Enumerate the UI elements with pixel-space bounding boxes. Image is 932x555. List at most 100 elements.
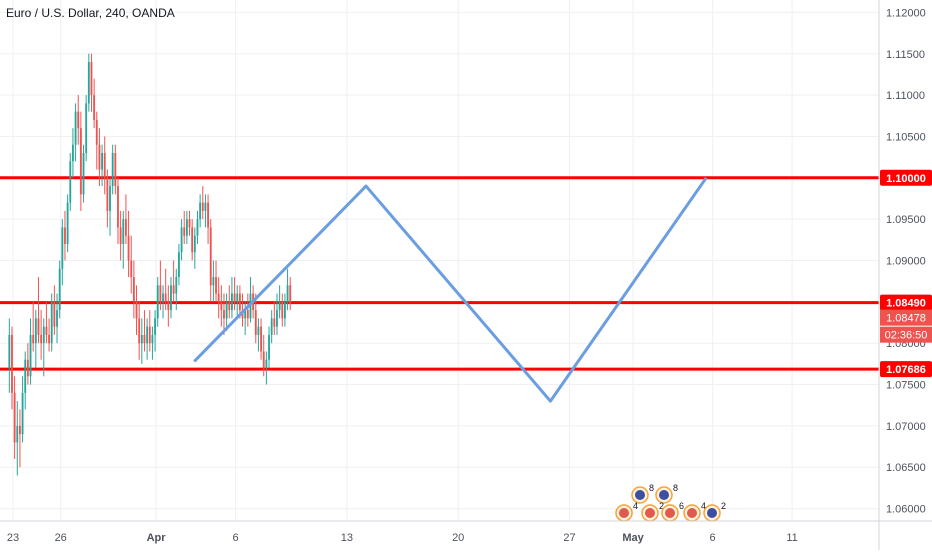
event-count-label: 2 [721, 501, 726, 511]
candle-body [230, 293, 233, 311]
candle-body [66, 202, 69, 244]
time-tick-label: 27 [563, 532, 575, 544]
price-tick-label: 1.11000 [886, 90, 925, 102]
candle-body [48, 334, 51, 344]
candle-body [270, 318, 273, 335]
chart-title: Euro / U.S. Dollar, 240, OANDA [6, 6, 175, 20]
candle-body [37, 318, 40, 335]
countdown-tag [880, 326, 932, 343]
candle-body [138, 318, 141, 344]
candle-body [180, 227, 183, 253]
candle-body [191, 227, 194, 253]
event-count-label: 8 [649, 483, 654, 493]
candle-body [109, 186, 111, 211]
time-tick-label: May [622, 532, 644, 544]
event-count-label: 2 [659, 501, 664, 511]
candle-body [172, 285, 175, 294]
candle-body [135, 301, 138, 319]
candle-body [223, 310, 225, 319]
candle-body [93, 95, 96, 120]
time-axis[interactable]: 23 26 Apr 6 13 20 27 May 6 11 [7, 532, 798, 544]
candle-body [260, 326, 263, 352]
candle-body [193, 235, 196, 253]
candle-body [283, 301, 286, 319]
price-tick-label: 1.07000 [886, 421, 926, 433]
flag-inner-icon [619, 508, 629, 518]
level-price-tag [880, 169, 932, 186]
candle-body [42, 326, 45, 344]
event-count-label: 6 [679, 501, 684, 511]
candle-body [151, 334, 154, 344]
grid [0, 0, 879, 521]
candle-body [185, 219, 188, 236]
candle-body [122, 219, 125, 244]
candle-body [117, 186, 119, 228]
candle-body [262, 351, 265, 369]
price-tick-label: 1.09000 [886, 256, 926, 268]
candle-body [225, 301, 228, 319]
candle-body [140, 334, 143, 344]
flag-inner-icon [645, 508, 655, 518]
level-price-tag [880, 361, 932, 378]
candle-body [77, 111, 80, 129]
candle-body [18, 425, 21, 435]
candle-body [40, 334, 43, 344]
candle-body [204, 202, 207, 211]
candle-body [79, 128, 82, 195]
time-tick-label: Apr [147, 532, 167, 544]
candle-body [90, 62, 93, 96]
candle-body [273, 318, 276, 327]
candle-body [13, 392, 16, 443]
time-tick-label: 11 [786, 532, 797, 544]
candle-body [246, 310, 249, 319]
candle-body [201, 202, 204, 211]
candle-body [69, 161, 72, 203]
candle-body [233, 293, 236, 302]
candle-body [45, 326, 48, 335]
candle-body [209, 227, 212, 286]
time-tick-label: 20 [452, 532, 464, 544]
candle-body [34, 318, 37, 344]
candle-body [268, 334, 270, 360]
price-tick-label: 1.12000 [886, 7, 926, 19]
candle-body [50, 301, 53, 344]
level-price-label: 1.08490 [886, 298, 926, 310]
candle-body [286, 285, 289, 302]
candle-body [29, 334, 32, 377]
flag-inner-icon [659, 490, 669, 500]
economic-events: 8 8 4 2 6 4 2 [615, 483, 726, 522]
candle-body [74, 111, 77, 145]
candle-body [119, 227, 122, 244]
candle-body [175, 277, 178, 294]
candle-body [212, 277, 215, 286]
candle-body [8, 334, 11, 369]
candle-body [220, 301, 223, 311]
candle-body [148, 326, 151, 344]
flag-inner-icon [635, 490, 645, 500]
candle-body [64, 227, 66, 244]
current-price-tag [880, 309, 932, 326]
candle-body [61, 227, 64, 269]
time-tick-label: 13 [341, 532, 353, 544]
pattern-line[interactable] [193, 176, 708, 403]
candle-body [183, 227, 186, 236]
candle-body [257, 326, 260, 335]
price-tick-label: 1.11500 [886, 49, 925, 61]
level-price-label: 1.10000 [886, 173, 926, 185]
price-tick-label: 1.06500 [886, 462, 926, 474]
time-tick-label: 23 [7, 532, 19, 544]
candle-body [289, 285, 292, 304]
horizontal-levels [0, 176, 879, 371]
candle-body [170, 285, 172, 311]
flag-inner-icon [687, 508, 697, 518]
candle-body [16, 425, 19, 443]
candle-body [154, 318, 157, 335]
candle-body [177, 252, 180, 278]
current-price-label: 1.08478 [886, 313, 926, 325]
candle-body [106, 177, 109, 211]
candle-body [281, 301, 284, 319]
candle-body [236, 293, 239, 302]
candle-body [146, 326, 149, 344]
